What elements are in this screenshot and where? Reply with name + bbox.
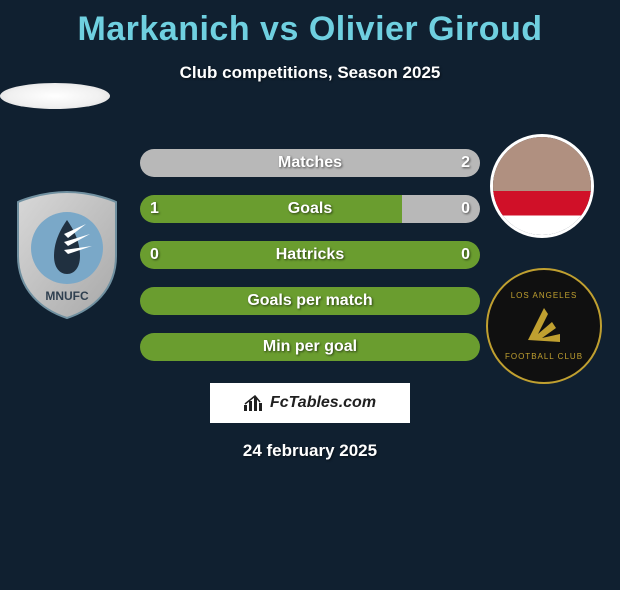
bar-value-right: 2: [461, 154, 470, 172]
bar-row: Goals per match: [140, 287, 480, 315]
bar-label: Matches: [140, 154, 480, 172]
bar-row: Goals1 0: [140, 195, 480, 223]
branding-badge: FcTables.com: [210, 383, 410, 423]
branding-text: FcTables.com: [270, 394, 376, 412]
subtitle: Club competitions, Season 2025: [0, 63, 620, 83]
bar-value-right: 0: [461, 200, 470, 218]
comparison-chart: Matches2Goals10Hattricks00Goals per matc…: [0, 149, 620, 361]
bar-row: Min per goal: [140, 333, 480, 361]
bar-row: Hattricks0 0: [140, 241, 480, 269]
bar-value-left: 1: [150, 200, 159, 218]
chart-icon: [244, 395, 264, 411]
page-title: Markanich vs Olivier Giroud: [0, 10, 620, 49]
player-left-photo: [0, 83, 110, 109]
date-label: 24 february 2025: [0, 441, 620, 461]
bar-value-left: 0: [150, 246, 159, 264]
bar-value-right: 0: [461, 246, 470, 264]
bar-label: Min per goal: [140, 338, 480, 356]
bar-label: Goals per match: [140, 292, 480, 310]
bar-label: Hattricks: [140, 246, 480, 264]
bar-label: Goals: [140, 200, 480, 218]
bar-row: Matches2: [140, 149, 480, 177]
